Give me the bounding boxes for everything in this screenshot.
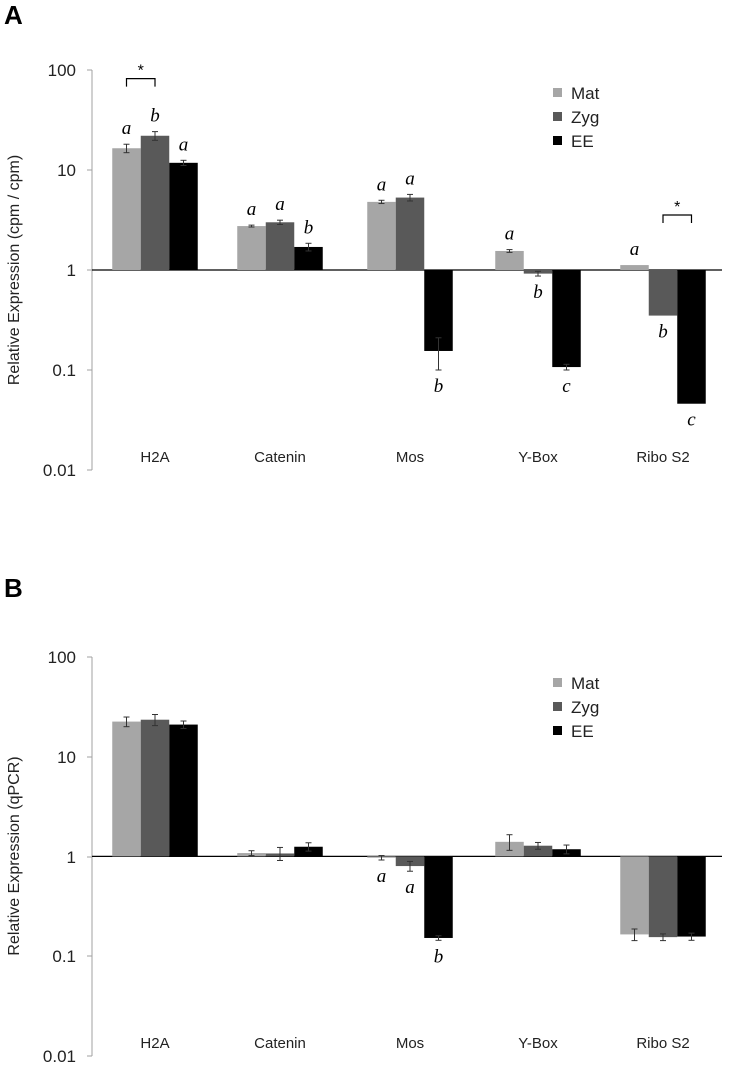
significance-letter-a-4-1: b: [658, 322, 668, 343]
legend-label-b-ee: EE: [571, 722, 594, 741]
bar-a-h2a-ee: [169, 162, 198, 270]
bar-b-mos-ee: [424, 856, 453, 938]
category-label-b-1: Catenin: [254, 1035, 306, 1052]
bar-a-h2a-zyg: [140, 135, 170, 270]
significance-letter-a-3-0: a: [505, 224, 515, 245]
legend-label-a-zyg: Zyg: [571, 108, 599, 127]
bar-a-mos-mat: [367, 201, 396, 270]
significance-letter-a-1-2: b: [304, 217, 314, 238]
bar-b-y-box-zyg: [523, 845, 553, 857]
significance-letter-a-4-2: c: [687, 410, 696, 431]
y-tick-label-a-1: 10: [57, 161, 76, 180]
y-tick-label-b-1: 10: [57, 748, 76, 767]
bar-b-h2a-zyg: [140, 719, 170, 857]
y-tick-label-b-0: 100: [48, 648, 76, 667]
significance-bracket-a-1: [662, 214, 693, 223]
y-tick-label-a-0: 100: [48, 61, 76, 80]
category-label-a-3: Y-Box: [518, 449, 558, 466]
category-label-b-2: Mos: [396, 1035, 424, 1052]
significance-letter-a-2-0: a: [377, 174, 387, 195]
legend-label-a-ee: EE: [571, 132, 594, 151]
significance-letter-a-0-1: b: [150, 106, 160, 127]
bar-b-h2a-ee: [169, 724, 198, 857]
legend-label-b-mat: Mat: [571, 674, 600, 693]
y-tick-label-b-3: 0.1: [52, 947, 76, 966]
significance-star-a-0: *: [138, 63, 144, 80]
significance-letter-a-1-1: a: [275, 194, 285, 215]
y-tick-label-a-3: 0.1: [52, 361, 76, 380]
significance-star-a-1: *: [674, 199, 680, 216]
bar-a-catenin-ee: [294, 246, 323, 270]
plot-area-b: H2A Catenin aa b Mos Y-Box Ribo S2 Mat Zyg EE: [92, 674, 722, 1052]
legend-swatch-b-zyg: [553, 702, 562, 711]
category-label-a-2: Mos: [396, 449, 424, 466]
significance-letter-a-4-0: a: [630, 239, 640, 260]
category-label-b-0: H2A: [140, 1035, 169, 1052]
bar-a-catenin-zyg: [265, 222, 295, 270]
bar-a-y-box-ee: [552, 270, 581, 368]
bar-a-mos-zyg: [395, 197, 425, 270]
legend-swatch-b-ee: [553, 726, 562, 735]
significance-letter-a-0-0: a: [122, 118, 132, 139]
bar-b-ribo-s2-mat: [620, 856, 649, 935]
y-tick-label-a-4: 0.01: [43, 461, 76, 480]
panel-a: A Relative Expression (cpm / cpm) 100 10…: [4, 0, 722, 480]
y-tick-label-a-2: 1: [67, 261, 76, 280]
legend-swatch-a-ee: [553, 136, 562, 145]
significance-letter-a-2-1: a: [405, 168, 415, 189]
bar-a-y-box-mat: [495, 250, 524, 270]
significance-letter-a-3-1: b: [533, 282, 543, 303]
significance-letter-b-2-2: b: [434, 946, 444, 967]
y-tick-label-b-4: 0.01: [43, 1047, 76, 1066]
legend-swatch-b-mat: [553, 678, 562, 687]
panel-b: B Relative Expression (qPCR) 100 10 1 0.…: [4, 573, 722, 1066]
significance-bracket-a-0: [125, 78, 156, 87]
bar-b-ribo-s2-ee: [677, 856, 706, 937]
bar-a-ribo-s2-ee: [677, 270, 706, 404]
category-label-a-0: H2A: [140, 449, 169, 466]
y-axis-title-a: Relative Expression (cpm / cpm): [6, 155, 23, 385]
significance-letter-b-2-0: a: [377, 866, 387, 887]
legend-label-b-zyg: Zyg: [571, 698, 599, 717]
category-label-a-4: Ribo S2: [636, 449, 689, 466]
legend-swatch-a-mat: [553, 88, 562, 97]
bar-a-h2a-mat: [112, 148, 141, 270]
y-tick-label-b-2: 1: [67, 848, 76, 867]
category-label-b-4: Ribo S2: [636, 1035, 689, 1052]
panel-label-b: B: [4, 573, 23, 603]
bar-a-ribo-s2-mat: [620, 265, 649, 270]
significance-letter-a-3-2: c: [562, 376, 571, 397]
significance-letter-a-0-2: a: [179, 134, 189, 155]
significance-letter-b-2-1: a: [405, 877, 415, 898]
bar-b-h2a-mat: [112, 721, 141, 857]
bar-a-ribo-s2-zyg: [648, 270, 678, 316]
significance-letter-a-1-0: a: [247, 199, 257, 220]
y-axis-title-b: Relative Expression (qPCR): [6, 756, 23, 955]
bar-b-ribo-s2-zyg: [648, 856, 678, 938]
significance-letter-a-2-2: b: [434, 376, 444, 397]
category-label-a-1: Catenin: [254, 449, 306, 466]
category-label-b-3: Y-Box: [518, 1035, 558, 1052]
legend-label-a-mat: Mat: [571, 84, 600, 103]
panel-label-a: A: [4, 0, 23, 30]
bar-a-catenin-mat: [237, 226, 266, 270]
legend-swatch-a-zyg: [553, 112, 562, 121]
